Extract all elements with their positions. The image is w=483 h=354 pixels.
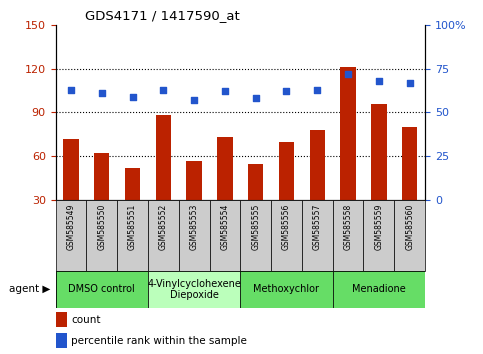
Bar (394, 200, 425, 271)
Bar (56, 333, 67, 348)
Bar (186, 161, 202, 200)
Text: GSM585549: GSM585549 (67, 204, 75, 250)
Text: count: count (71, 315, 100, 325)
Point (67, 87, 75, 92)
Bar (310, 130, 325, 200)
Bar (56, 312, 67, 327)
Bar (125, 168, 140, 200)
Point (98, 90, 106, 96)
Bar (148, 271, 241, 308)
Bar (94, 153, 110, 200)
Point (375, 78, 383, 84)
Bar (156, 115, 171, 200)
Bar (279, 142, 294, 200)
Text: 4-Vinylcyclohexene
Diepoxide: 4-Vinylcyclohexene Diepoxide (147, 279, 241, 300)
Bar (371, 104, 386, 200)
Bar (56, 200, 86, 271)
Bar (402, 127, 417, 200)
Bar (248, 164, 263, 200)
Point (313, 87, 321, 92)
Bar (117, 200, 148, 271)
Text: GSM585560: GSM585560 (405, 204, 414, 250)
Bar (240, 200, 271, 271)
Text: GSM585550: GSM585550 (97, 204, 106, 250)
Point (283, 88, 290, 94)
Bar (217, 137, 233, 200)
Bar (148, 200, 179, 271)
Bar (271, 200, 302, 271)
Bar (210, 200, 240, 271)
Text: GSM585551: GSM585551 (128, 204, 137, 250)
Bar (364, 200, 394, 271)
Text: GSM585557: GSM585557 (313, 204, 322, 250)
Text: GSM585558: GSM585558 (343, 204, 353, 250)
Point (344, 71, 352, 77)
Point (406, 80, 413, 85)
Text: GSM585559: GSM585559 (374, 204, 384, 250)
Text: GSM585553: GSM585553 (190, 204, 199, 250)
Bar (333, 271, 425, 308)
Text: GSM585556: GSM585556 (282, 204, 291, 250)
Text: DMSO control: DMSO control (69, 284, 135, 295)
Point (190, 97, 198, 103)
Text: agent ▶: agent ▶ (9, 284, 51, 295)
Bar (240, 271, 333, 308)
Point (159, 87, 167, 92)
Bar (63, 139, 79, 200)
Point (252, 96, 259, 101)
Bar (179, 200, 210, 271)
Bar (56, 271, 148, 308)
Point (221, 88, 229, 94)
Point (128, 94, 136, 99)
Text: GSM585552: GSM585552 (159, 204, 168, 250)
Text: GSM585554: GSM585554 (220, 204, 229, 250)
Bar (341, 67, 356, 200)
Text: percentile rank within the sample: percentile rank within the sample (71, 336, 247, 346)
Text: GDS4171 / 1417590_at: GDS4171 / 1417590_at (85, 9, 240, 22)
Text: Menadione: Menadione (352, 284, 406, 295)
Bar (333, 200, 364, 271)
Bar (302, 200, 333, 271)
Text: Methoxychlor: Methoxychlor (254, 284, 319, 295)
Text: GSM585555: GSM585555 (251, 204, 260, 250)
Bar (86, 200, 117, 271)
